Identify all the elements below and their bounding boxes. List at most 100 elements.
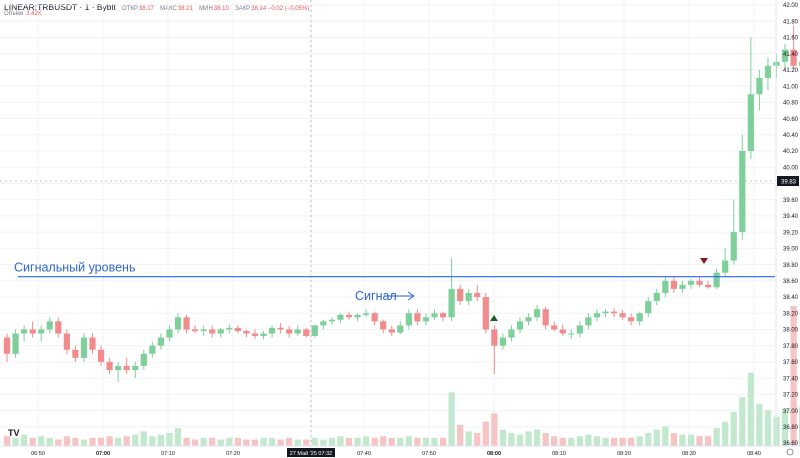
time-tick-label: 07:20 [226, 451, 240, 457]
candle-body [200, 329, 207, 332]
close-value: 38.14 −0.02 (−0.05%) [251, 6, 310, 12]
price-tick-label: 36.60 [783, 441, 799, 447]
candle-body [431, 313, 438, 318]
volume-bar [72, 437, 79, 446]
volume-bar [439, 437, 447, 446]
volume-bar [234, 437, 241, 446]
volume-bar [345, 437, 353, 446]
volume-bar [243, 439, 250, 446]
volume-bar [337, 436, 344, 446]
volume-bar [354, 437, 361, 446]
candle-body [97, 349, 105, 362]
volume-bar [534, 429, 541, 446]
volume-bar [491, 413, 498, 446]
volume-bar [157, 434, 164, 446]
candle-body [730, 232, 737, 261]
volume-bar [80, 439, 88, 446]
price-tick-label: 36.80 [783, 425, 799, 431]
price-tick-label: 40.40 [783, 133, 799, 139]
volume-bar [200, 437, 207, 446]
candle-body [397, 325, 404, 333]
price-tick-label: 40.00 [783, 165, 799, 171]
volume-bar [696, 436, 703, 446]
volume-bar [687, 434, 695, 446]
candle-body [551, 325, 558, 330]
volume-bar [542, 432, 549, 446]
candle-body [29, 329, 36, 334]
volume-bar [29, 437, 36, 446]
time-tick-label: 06:50 [31, 451, 45, 457]
volume-value: 3.42K [26, 11, 42, 17]
low-value: 38.10 [213, 6, 229, 12]
volume-bar [166, 432, 173, 446]
candle-body [662, 280, 669, 293]
candle-body [653, 292, 660, 302]
price-tick-label: 38.60 [783, 279, 799, 285]
volume-bar [363, 436, 370, 446]
candle-body [448, 288, 455, 318]
candle-body [268, 327, 276, 334]
volume-bar [525, 431, 532, 446]
price-tick-label: 38.80 [783, 263, 799, 269]
volume-bar [414, 437, 421, 446]
crosshair-time-badge [287, 448, 335, 457]
volume-bar [576, 436, 583, 446]
tradingview-logo: TV [8, 428, 20, 438]
volume-bar [303, 439, 310, 446]
volume-bar [516, 434, 524, 446]
candle-body [132, 365, 139, 370]
candle-body [559, 329, 566, 334]
price-tick-label: 40.20 [783, 149, 799, 155]
time-tick-label: 07:10 [161, 451, 175, 457]
price-tick-label: 41.00 [783, 84, 799, 90]
price-tick-label: 41.40 [783, 52, 799, 58]
candle-body [585, 317, 592, 326]
volume-bar [55, 439, 62, 446]
volume-bar [645, 432, 652, 446]
candle-body [722, 260, 729, 273]
volume-bar [268, 437, 276, 446]
candle-body [140, 353, 147, 366]
candle-body [764, 65, 772, 78]
candle-body [38, 329, 45, 334]
candle-body [55, 321, 62, 334]
candle-body [277, 327, 284, 330]
volume-bar [465, 431, 472, 446]
time-tick-label: 08:30 [682, 451, 696, 457]
volume-bar [192, 439, 199, 446]
volume-bar [132, 434, 139, 446]
settings-icon[interactable] [786, 448, 794, 456]
candle-body [72, 349, 79, 358]
candle-body [286, 329, 293, 334]
volume-bar [397, 437, 404, 446]
candle-body [568, 333, 575, 335]
candle-body [123, 365, 130, 370]
high-value: 38.21 [177, 6, 193, 12]
time-tick-label: 07:40 [357, 451, 371, 457]
volume-bar [311, 437, 318, 446]
volume-bar [63, 436, 70, 446]
volume-bar [551, 436, 558, 446]
volume-bar [482, 421, 489, 446]
candle-body [80, 337, 88, 358]
volume-bar [747, 372, 754, 446]
time-tick-label: 08:00 [487, 451, 501, 457]
price-tick-label: 39.20 [783, 230, 799, 236]
candle-body [63, 333, 70, 350]
volume-bar [320, 439, 327, 446]
volume-bar [12, 437, 19, 446]
volume-bar [38, 436, 45, 446]
price-tick-label: 38.40 [783, 295, 799, 301]
candle-body [209, 329, 216, 334]
candle-body [713, 272, 720, 288]
volume-bar [89, 437, 96, 446]
candle-body [491, 329, 498, 346]
price-tick-label: 40.80 [783, 101, 799, 107]
candle-body [705, 284, 712, 288]
volume-bar [226, 437, 233, 446]
volume-bar [209, 437, 216, 446]
volume-bar [97, 437, 105, 446]
volume-bar [499, 429, 506, 446]
volume-bar [628, 437, 635, 446]
